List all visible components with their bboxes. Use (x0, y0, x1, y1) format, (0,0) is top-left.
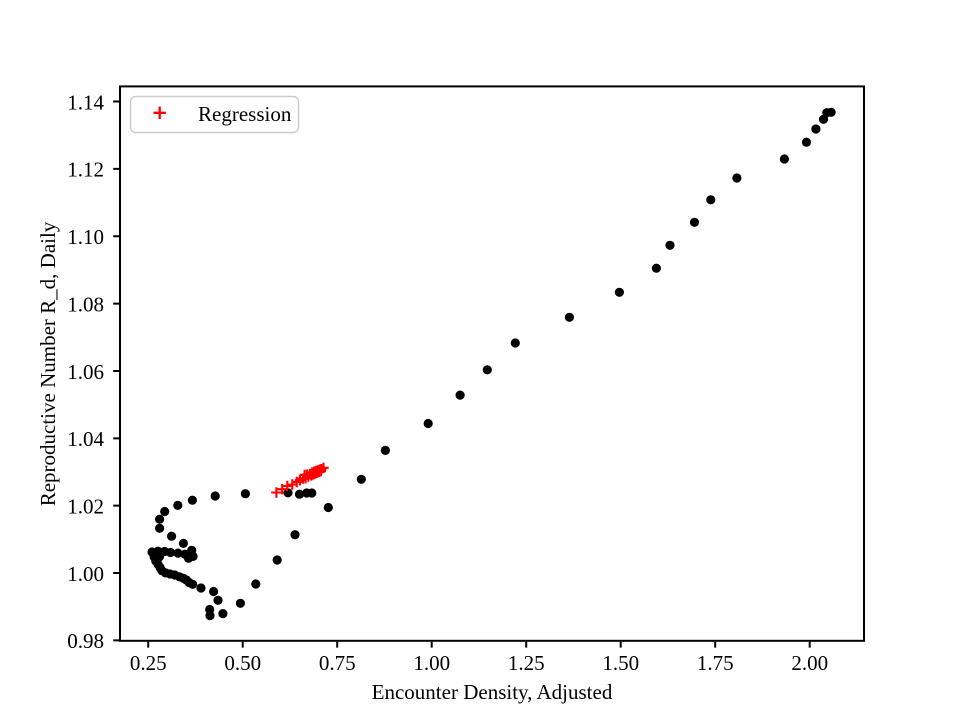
svg-text:Encounter Density, Adjusted: Encounter Density, Adjusted (372, 680, 613, 704)
svg-text:1.10: 1.10 (67, 225, 104, 249)
svg-text:1.06: 1.06 (67, 360, 104, 384)
svg-text:0.75: 0.75 (319, 651, 356, 675)
svg-text:1.12: 1.12 (67, 158, 104, 182)
svg-text:1.00: 1.00 (413, 651, 450, 675)
svg-text:0.25: 0.25 (130, 651, 167, 675)
svg-text:1.50: 1.50 (602, 651, 639, 675)
svg-text:2.00: 2.00 (791, 651, 828, 675)
svg-text:0.50: 0.50 (224, 651, 261, 675)
svg-text:1.25: 1.25 (508, 651, 545, 675)
svg-text:1.75: 1.75 (697, 651, 734, 675)
svg-text:Regression: Regression (198, 102, 292, 126)
svg-text:1.08: 1.08 (67, 292, 104, 316)
svg-text:1.02: 1.02 (67, 495, 104, 519)
svg-text:0.98: 0.98 (67, 629, 104, 653)
svg-text:Reproductive Number R_d, Daily: Reproductive Number R_d, Daily (36, 221, 60, 506)
svg-text:1.00: 1.00 (67, 562, 104, 586)
svg-text:1.04: 1.04 (67, 427, 104, 451)
svg-text:1.14: 1.14 (67, 90, 104, 114)
